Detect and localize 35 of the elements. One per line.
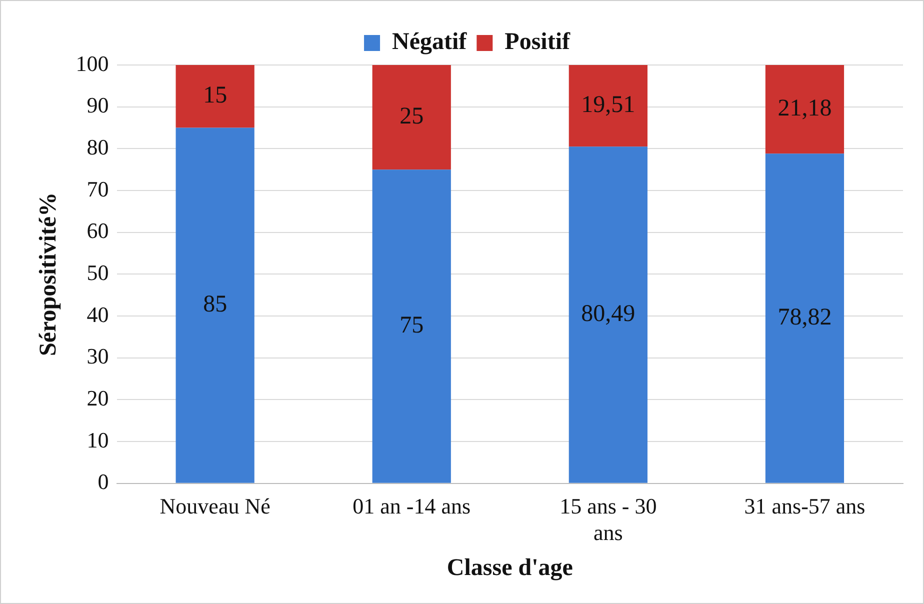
y-tick-label: 10 bbox=[86, 427, 109, 452]
y-tick-label: 100 bbox=[76, 50, 109, 76]
y-tick-label: 30 bbox=[86, 344, 109, 369]
data-label: 75 bbox=[400, 312, 424, 339]
bar bbox=[568, 65, 648, 147]
x-tick-label: 15 ans - 30 ans bbox=[560, 493, 657, 545]
y-tick-label: 0 bbox=[98, 469, 109, 494]
y-tick-label: 80 bbox=[86, 134, 109, 160]
bar bbox=[176, 65, 254, 128]
y-tick-label: 90 bbox=[86, 92, 109, 118]
x-tick-label: Nouveau Né bbox=[160, 493, 270, 518]
x-axis-title: Classe d'age bbox=[446, 554, 574, 581]
bar bbox=[176, 128, 254, 483]
data-label: 25 bbox=[400, 104, 424, 130]
data-label: 21,18 bbox=[778, 96, 832, 122]
data-label: 19,51 bbox=[581, 92, 636, 118]
y-tick-label: 20 bbox=[86, 386, 109, 410]
data-label: 85 bbox=[203, 292, 228, 318]
bar bbox=[372, 170, 451, 483]
bar bbox=[568, 146, 648, 483]
y-tick-label: 60 bbox=[86, 218, 109, 244]
x-tick-label: 31 ans-57 ans bbox=[744, 493, 866, 518]
y-tick-label: 50 bbox=[86, 260, 109, 285]
x-tick-label: 01 an -14 ans bbox=[352, 493, 471, 518]
bar bbox=[765, 154, 844, 483]
y-axis-title: Séropositivité% bbox=[36, 192, 62, 356]
data-label: 80,49 bbox=[581, 301, 636, 328]
legend-label: Négatif bbox=[392, 29, 468, 56]
legend-label: Positif bbox=[504, 29, 571, 56]
data-label: 78,82 bbox=[778, 304, 832, 331]
y-tick-label: 40 bbox=[86, 302, 109, 327]
data-label: 15 bbox=[203, 82, 228, 109]
bar bbox=[372, 65, 451, 170]
bar bbox=[765, 65, 844, 154]
y-tick-label: 70 bbox=[86, 176, 109, 202]
